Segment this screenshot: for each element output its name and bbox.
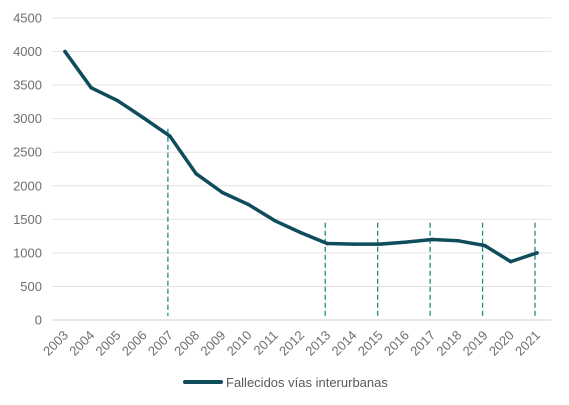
y-tick-label: 0 bbox=[35, 313, 42, 328]
x-tick-label: 2003 bbox=[40, 328, 71, 359]
y-tick-label: 2500 bbox=[13, 145, 42, 160]
x-tick-label: 2005 bbox=[93, 328, 124, 359]
data-point bbox=[168, 134, 172, 138]
data-point bbox=[325, 241, 330, 246]
x-tick-label: 2011 bbox=[251, 328, 281, 358]
x-tick-label: 2015 bbox=[355, 328, 386, 359]
y-tick-label: 1000 bbox=[13, 245, 42, 260]
x-tick-label: 2020 bbox=[486, 328, 517, 359]
y-tick-label: 3500 bbox=[13, 78, 42, 93]
data-point bbox=[63, 49, 67, 54]
data-point bbox=[404, 240, 408, 244]
data-point bbox=[508, 259, 513, 264]
data-point bbox=[482, 243, 487, 248]
data-point bbox=[351, 242, 356, 246]
x-tick-label: 2006 bbox=[119, 328, 150, 359]
data-point bbox=[377, 242, 382, 246]
x-tick-label: 2018 bbox=[433, 328, 464, 359]
y-axis-ticks: 0 500 1000 1500 2000 2500 3000 3500 4000 4500 bbox=[13, 11, 42, 328]
x-tick-label: 2008 bbox=[171, 328, 202, 359]
x-tick-label: 2013 bbox=[302, 328, 333, 359]
x-tick-label: 2021 bbox=[512, 328, 543, 359]
x-tick-label: 2016 bbox=[381, 328, 412, 359]
y-tick-label: 1500 bbox=[13, 212, 42, 227]
gridlines bbox=[52, 17, 551, 321]
y-tick-label: 500 bbox=[20, 279, 42, 294]
x-tick-label: 2009 bbox=[197, 328, 228, 359]
x-tick-label: 2017 bbox=[407, 328, 438, 359]
data-point bbox=[89, 85, 94, 90]
series-line-0 bbox=[63, 49, 539, 264]
data-point bbox=[194, 171, 198, 176]
y-tick-label: 3000 bbox=[13, 111, 42, 126]
x-tick-label: 2019 bbox=[460, 328, 491, 359]
legend-label: Fallecidos vías interurbanas bbox=[226, 375, 388, 390]
x-axis-ticks: 2003200420052006200720082009201020112012… bbox=[40, 328, 543, 359]
data-point bbox=[456, 239, 461, 243]
x-tick-label: 2007 bbox=[145, 328, 176, 359]
y-tick-label: 2000 bbox=[13, 178, 42, 193]
x-tick-label: 2004 bbox=[66, 328, 97, 359]
data-point bbox=[115, 98, 120, 103]
data-point bbox=[141, 116, 146, 120]
series-group bbox=[63, 49, 539, 264]
y-tick-label: 4000 bbox=[13, 44, 42, 59]
event-markers bbox=[167, 128, 536, 316]
data-point bbox=[430, 237, 434, 242]
legend: Fallecidos vías interurbanas bbox=[183, 375, 388, 390]
y-tick-label: 4500 bbox=[13, 11, 42, 26]
x-tick-label: 2010 bbox=[224, 328, 255, 359]
data-point bbox=[272, 218, 277, 223]
x-tick-label: 2012 bbox=[276, 328, 307, 359]
data-point bbox=[246, 202, 251, 207]
data-point bbox=[220, 190, 225, 195]
x-tick-label: 2014 bbox=[329, 328, 360, 359]
data-point bbox=[299, 230, 303, 235]
data-point bbox=[535, 251, 539, 255]
